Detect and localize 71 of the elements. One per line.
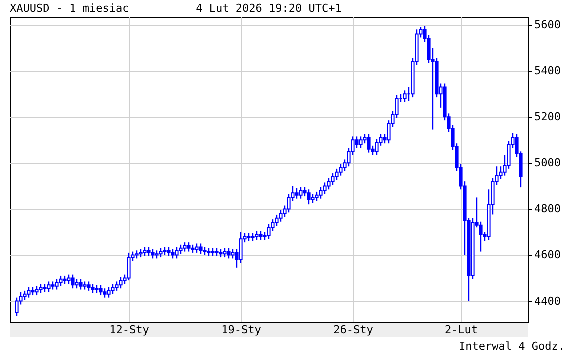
x-tick-label: 26-Sty — [334, 324, 374, 336]
candlestick — [107, 286, 111, 298]
candlestick — [319, 186, 323, 200]
candlestick — [99, 284, 103, 296]
candlestick — [239, 232, 243, 264]
candlestick — [255, 230, 259, 241]
candlestick — [259, 230, 263, 241]
candlestick — [227, 248, 231, 260]
candlestick — [67, 274, 71, 285]
candlestick — [143, 246, 147, 257]
candlestick — [171, 248, 175, 260]
candlestick — [151, 248, 155, 260]
candlestick — [167, 246, 171, 257]
candlestick — [147, 246, 151, 257]
candlestick — [331, 172, 335, 186]
chart-subtitle: 4 Lut 2026 19:20 UTC+1 — [196, 2, 342, 15]
candlestick — [267, 224, 271, 240]
candlestick — [27, 286, 31, 298]
candlestick — [359, 136, 363, 149]
candlestick — [279, 210, 283, 222]
x-tick-label: 12-Sty — [110, 324, 150, 336]
candlestick — [367, 134, 371, 154]
candlestick — [223, 248, 227, 258]
candlestick — [55, 278, 59, 290]
y-tick-label: 5600 — [534, 18, 561, 32]
candlestick — [159, 248, 163, 258]
candlestick — [71, 274, 75, 290]
candlestick — [403, 90, 407, 103]
candlestick — [35, 286, 39, 296]
candlestick — [275, 214, 279, 228]
candlestick — [199, 243, 203, 255]
candlestick — [295, 188, 299, 200]
y-tick-label: 5200 — [534, 110, 561, 124]
candlestick — [91, 283, 95, 294]
candlestick — [59, 275, 63, 287]
candlestick — [39, 283, 43, 294]
candlestick — [119, 276, 123, 290]
candlestick — [315, 191, 319, 202]
candlestick — [111, 283, 115, 295]
candlestick — [87, 281, 91, 292]
y-tick-label: 4600 — [534, 248, 561, 262]
x-tick-label: 2-Lut — [444, 324, 478, 336]
candlestick — [307, 189, 311, 206]
candlestick — [311, 194, 315, 204]
candlestick — [327, 178, 331, 190]
candlestick — [75, 278, 79, 290]
candlestick — [187, 242, 191, 252]
x-tick-label: 19-Sty — [222, 324, 262, 336]
candlestick — [127, 252, 131, 282]
candlestick — [23, 290, 27, 301]
candlestick — [375, 138, 379, 156]
candlestick — [79, 278, 83, 290]
y-tick-label: 5000 — [534, 156, 561, 170]
candlestick — [183, 242, 187, 252]
candlestick — [355, 136, 359, 149]
candlestick — [47, 281, 51, 293]
candlestick — [299, 186, 303, 200]
chart-title: XAUUSD - 1 miesiac — [10, 2, 130, 15]
candlestick — [195, 243, 199, 254]
candlestick — [335, 168, 339, 182]
candlestick — [339, 164, 343, 176]
candlestick — [175, 246, 179, 260]
y-tick-label: 4800 — [534, 202, 561, 216]
y-tick-label: 5400 — [534, 64, 561, 78]
candlestick — [323, 182, 327, 195]
text: Interwal 4 Godz. — [459, 340, 565, 353]
candlestick — [115, 281, 119, 292]
candlestick — [231, 248, 235, 260]
y-tick-label: 4400 — [534, 294, 561, 308]
candlestick — [179, 244, 183, 255]
candlestick — [103, 288, 107, 298]
